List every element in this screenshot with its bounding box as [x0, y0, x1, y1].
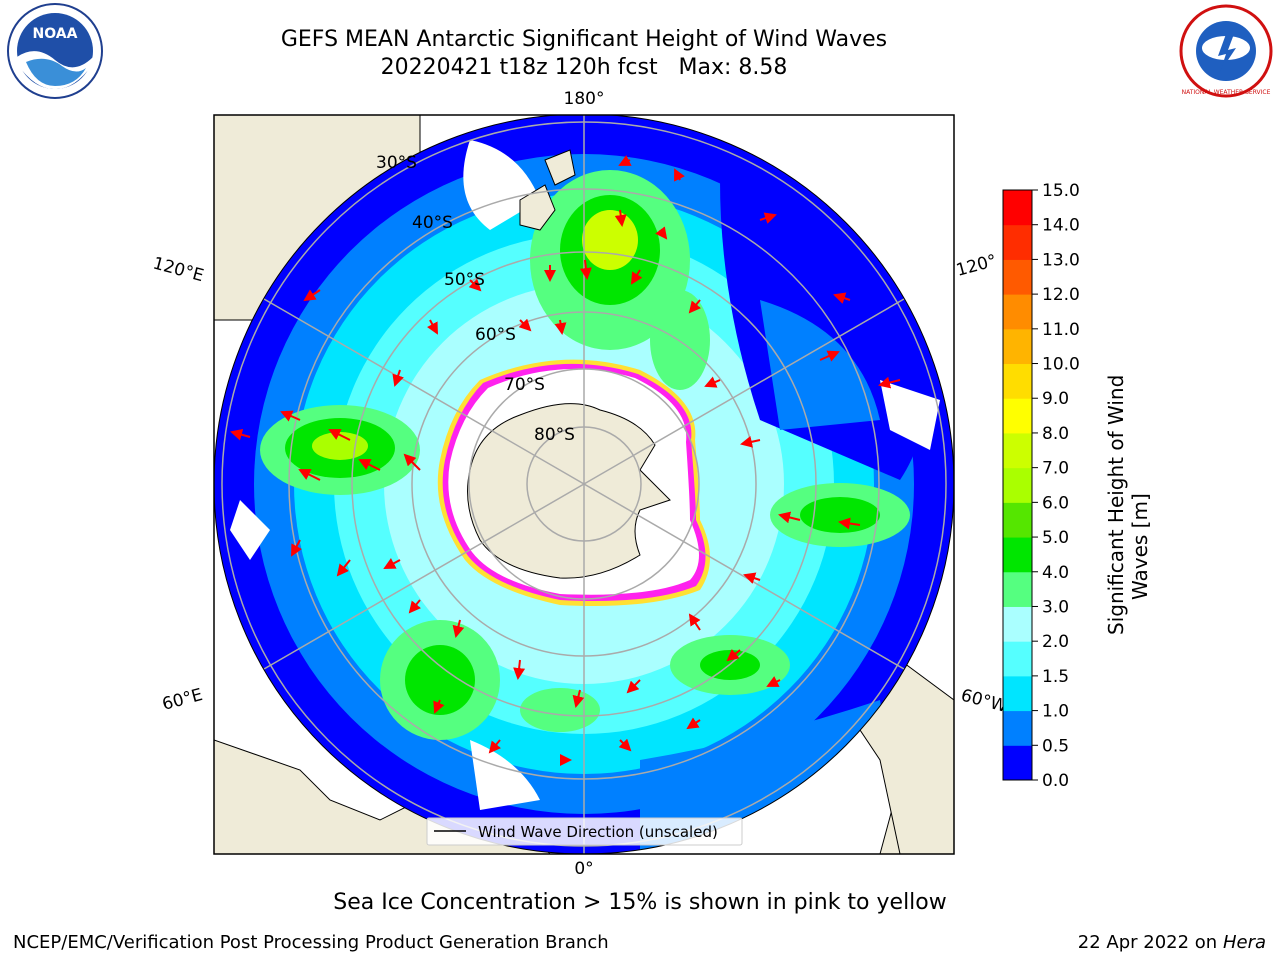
colorbar-swatch	[1003, 259, 1032, 295]
colorbar-tick-label: 14.0	[1042, 216, 1080, 236]
colorbar-tick-label: 12.0	[1042, 285, 1080, 305]
lat-label-50s: 50°S	[444, 270, 485, 290]
colorbar-swatch	[1003, 571, 1032, 607]
colorbar-tick-label: 7.0	[1042, 459, 1069, 479]
colorbar: 0.0 0.5 1.0 1.5 2.0 3.0 4.0 5.0 6.0 7.0 8.0 9.0 10.0…	[1002, 181, 1080, 791]
colorbar-swatch	[1003, 537, 1032, 573]
footer-date-text: 22 Apr 2022 on	[1077, 932, 1223, 953]
colorbar-tick-label: 0.5	[1042, 736, 1069, 756]
colorbar-tick-label: 1.0	[1042, 702, 1069, 722]
lat-label-60s: 60°S	[475, 325, 516, 345]
colorbar-tick-label: 3.0	[1042, 597, 1069, 617]
colorbar-swatch	[1003, 224, 1032, 260]
lat-label-80s: 80°S	[534, 425, 575, 445]
colorbar-tick-label: 6.0	[1042, 493, 1069, 513]
colorbar-label-line1: Significant Height of Wind	[1104, 375, 1128, 635]
colorbar-swatch	[1003, 502, 1032, 538]
lon-label-120e: 120°E	[151, 254, 206, 287]
lon-label-180: 180°	[564, 89, 605, 109]
lat-label-70s: 70°S	[504, 375, 545, 395]
nws-logo-text: NATIONAL WEATHER SERVICE	[1182, 89, 1271, 96]
colorbar-label: Significant Height of Wind Waves [m]	[1104, 375, 1152, 635]
colorbar-swatch	[1003, 710, 1032, 746]
colorbar-tick-label: 0.0	[1042, 771, 1069, 791]
colorbar-swatch	[1003, 641, 1032, 677]
colorbar-tick-label: 1.5	[1042, 667, 1069, 687]
colorbar-label-line2: Waves [m]	[1128, 493, 1152, 600]
colorbar-tick-label: 15.0	[1042, 181, 1080, 201]
nws-logo-icon: NATIONAL WEATHER SERVICE	[1179, 4, 1273, 98]
colorbar-swatch	[1003, 398, 1032, 434]
footer-host: Hera	[1222, 932, 1266, 953]
colorbar-swatch	[1003, 363, 1032, 399]
map-title: GEFS MEAN Antarctic Significant Height o…	[280, 27, 888, 52]
wind-arrows	[230, 155, 901, 766]
lat-label-40s: 40°S	[412, 213, 453, 233]
colorbar-tick-label: 9.0	[1042, 389, 1069, 409]
colorbar-tick-label: 10.0	[1042, 355, 1080, 375]
map-subtitle: 20220421 t18z 120h fcst Max: 8.58	[380, 55, 788, 80]
colorbar-swatch	[1003, 328, 1032, 365]
colorbar-swatch	[1003, 606, 1032, 642]
colorbar-tick-label: 2.0	[1042, 632, 1069, 652]
colorbar-swatch	[1003, 432, 1032, 469]
lon-label-60e: 60°E	[160, 685, 205, 715]
lon-label-0: 0°	[574, 859, 593, 879]
colorbar-swatch	[1003, 675, 1032, 712]
colorbar-swatch	[1003, 467, 1032, 503]
colorbar-tick-label: 11.0	[1042, 320, 1080, 340]
lat-label-30s: 30°S	[376, 153, 417, 173]
footer-date: 22 Apr 2022 on Hera	[1078, 932, 1266, 953]
noaa-logo-icon: NOAA	[7, 3, 103, 99]
colorbar-swatch	[1003, 294, 1032, 330]
colorbar-tick-label: 8.0	[1042, 424, 1069, 444]
colorbar-swatch	[1003, 745, 1032, 781]
colorbar-swatch	[1003, 190, 1032, 226]
footer-branch: NCEP/EMC/Verification Post Processing Pr…	[13, 932, 609, 953]
noaa-logo-text: NOAA	[33, 26, 78, 42]
map-legend-label: Wind Wave Direction (unscaled)	[478, 823, 718, 841]
colorbar-tick-label: 5.0	[1042, 528, 1069, 548]
colorbar-tick-label: 4.0	[1042, 563, 1069, 583]
sea-ice-note: Sea Ice Concentration > 15% is shown in …	[333, 890, 947, 915]
colorbar-tick-label: 13.0	[1042, 250, 1080, 270]
